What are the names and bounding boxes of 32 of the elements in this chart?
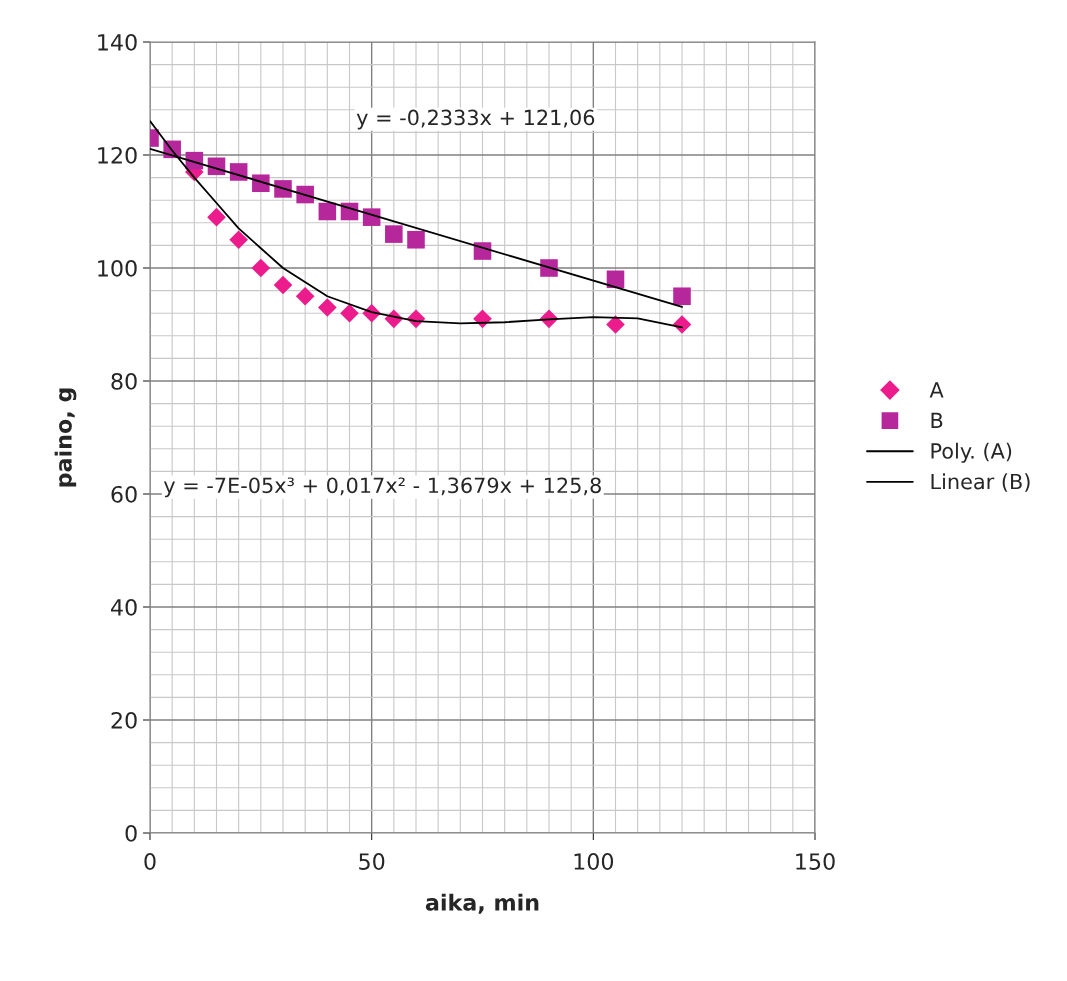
point <box>385 225 403 243</box>
legend-label: Linear (B) <box>931 473 1030 492</box>
y-tick-label: 0 <box>125 824 137 842</box>
legend-label: B <box>931 412 943 428</box>
y-tick-label: 100 <box>98 259 137 277</box>
point <box>295 286 315 306</box>
y-tick-label: 60 <box>111 485 137 503</box>
y-tick-label: 20 <box>111 711 137 729</box>
x-tick-label: 50 <box>359 853 385 870</box>
point <box>318 202 337 221</box>
y-tick-label: 40 <box>111 598 137 616</box>
x-tick-label: 100 <box>574 853 614 870</box>
x-tick-label: 150 <box>796 853 835 870</box>
point <box>207 207 226 227</box>
x-axis-title: aika, min <box>425 893 539 914</box>
point <box>340 303 359 323</box>
legend-label: A <box>929 382 944 398</box>
x-tick-label: 0 <box>144 853 156 870</box>
legend-label: Poly. (A) <box>931 442 1012 463</box>
point <box>273 275 293 295</box>
annotation: y = -0,2333x + 121,06 <box>356 109 595 130</box>
y-axis-title: paino, g <box>54 388 77 487</box>
point <box>251 258 271 278</box>
y-tick-label: 140 <box>98 33 137 51</box>
point <box>673 287 691 306</box>
y-tick-label: 120 <box>98 146 137 164</box>
point <box>229 230 248 250</box>
point <box>606 315 625 334</box>
y-tick-label: 80 <box>111 372 137 390</box>
annotation: y = -7E-05x³ + 0,017x² - 1,3679x + 125,8 <box>163 477 601 498</box>
point <box>407 230 425 249</box>
point <box>318 298 337 317</box>
